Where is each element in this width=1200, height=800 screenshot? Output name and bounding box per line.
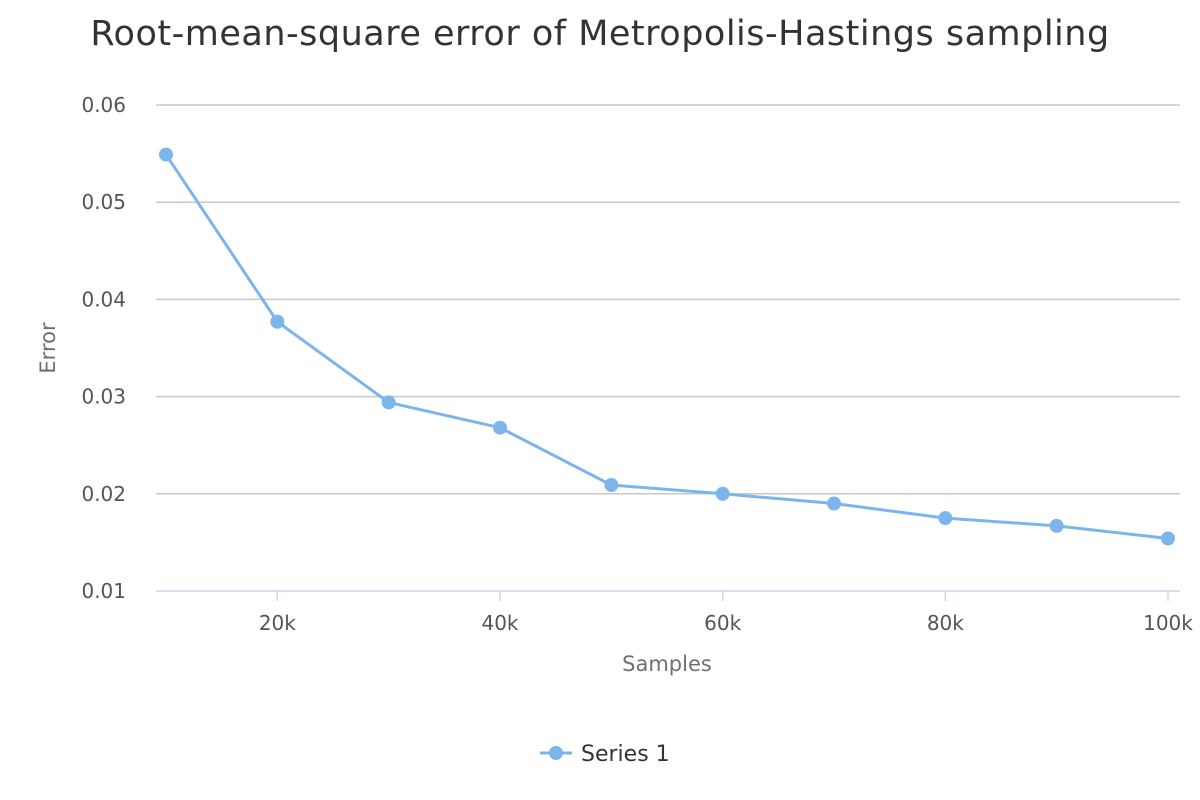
x-tick-label: 40k bbox=[481, 611, 518, 635]
y-axis-ticks: 0.01 0.02 0.03 0.04 0.05 0.06 bbox=[81, 93, 126, 603]
x-tick-label: 20k bbox=[259, 611, 296, 635]
x-axis-title: Samples bbox=[622, 652, 712, 676]
x-axis-ticks: 20k 40k 60k 80k 100k bbox=[259, 591, 1193, 635]
data-point[interactable] bbox=[270, 314, 285, 329]
data-point[interactable] bbox=[493, 420, 507, 435]
x-tick-label: 80k bbox=[927, 611, 964, 635]
y-tick-label: 0.04 bbox=[81, 287, 126, 311]
legend-label[interactable]: Series 1 bbox=[581, 742, 670, 767]
y-tick-label: 0.02 bbox=[81, 482, 126, 506]
y-tick-label: 0.01 bbox=[81, 579, 126, 603]
data-point[interactable] bbox=[938, 511, 953, 526]
data-point[interactable] bbox=[1049, 518, 1064, 533]
x-tick-label: 100k bbox=[1143, 611, 1193, 635]
y-tick-label: 0.05 bbox=[81, 190, 126, 214]
y-tick-label: 0.03 bbox=[81, 385, 126, 409]
series-layer bbox=[159, 147, 1175, 546]
chart-title: Root-mean-square error of Metropolis-Has… bbox=[90, 14, 1110, 54]
gridlines bbox=[156, 104, 1180, 495]
data-point[interactable] bbox=[1161, 531, 1175, 546]
y-tick-label: 0.06 bbox=[81, 93, 126, 117]
data-point[interactable] bbox=[159, 147, 173, 162]
data-point[interactable] bbox=[381, 395, 396, 410]
legend[interactable]: Series 1 bbox=[540, 742, 670, 767]
y-axis-title: Error bbox=[36, 322, 60, 374]
data-point[interactable] bbox=[604, 478, 619, 493]
data-point[interactable] bbox=[715, 486, 730, 501]
legend-marker-swatch bbox=[549, 746, 563, 760]
series-line bbox=[164, 153, 1170, 541]
data-point[interactable] bbox=[827, 496, 841, 511]
x-tick-label: 60k bbox=[704, 611, 741, 635]
